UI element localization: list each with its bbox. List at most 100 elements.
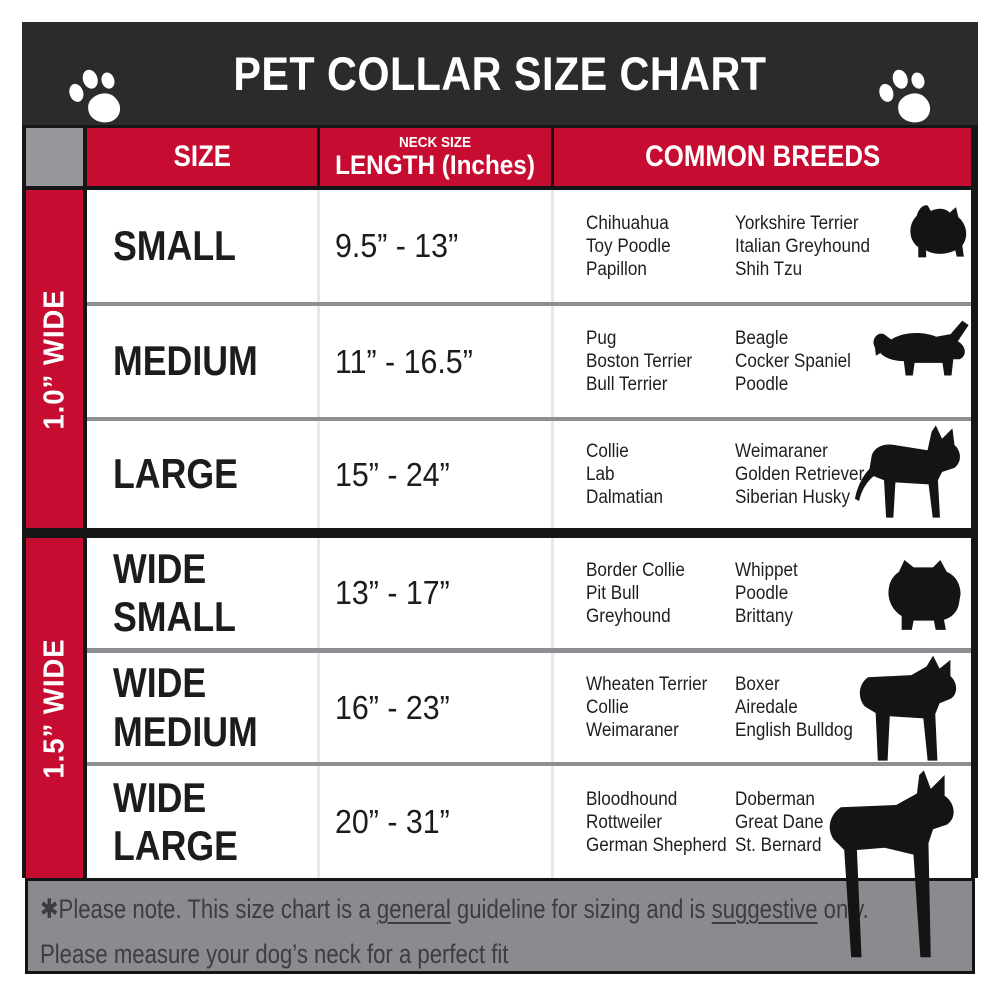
breed-name: Italian Greyhound — [735, 235, 870, 257]
breed-list: Weimaraner Golden Retriever Siberian Hus… — [735, 421, 879, 528]
row-separator — [87, 648, 971, 653]
column-divider — [317, 421, 320, 528]
neck-range: 11” - 16.5” — [335, 342, 473, 380]
column-header-size-label: SIZE — [173, 140, 231, 173]
column-divider — [551, 653, 554, 762]
breed-name: Shih Tzu — [735, 258, 803, 280]
column-header-breeds-label: COMMON BREEDS — [644, 140, 881, 173]
footer-underlined-word: general — [376, 894, 451, 924]
row-separator — [87, 417, 971, 421]
breed-name: German Shepherd — [586, 834, 727, 856]
breed-name: Pit Bull — [586, 582, 640, 604]
column-divider — [317, 766, 320, 878]
column-divider — [317, 190, 320, 302]
side-band-label: 1.0” WIDE — [38, 288, 70, 430]
corner-cell — [26, 128, 83, 186]
breed-list: Pug Boston Terrier Bull Terrier — [586, 306, 704, 417]
small-fluffy-dog-silhouette-icon — [893, 200, 975, 266]
column-divider — [551, 306, 554, 417]
breed-name: Collie — [586, 697, 629, 718]
breed-name: Wheaten Terrier — [586, 674, 708, 695]
table-row-small: SMALL 9.5” - 13” Chihuahua Toy Poodle Pa… — [87, 190, 971, 302]
neck-range: 20” - 31” — [335, 803, 450, 840]
breed-name: Boston Terrier — [586, 351, 693, 372]
side-band-1-inch-wide: 1.0” WIDE — [26, 190, 83, 528]
size-label: SMALL — [113, 221, 236, 269]
size-label: WIDE SMALL — [113, 544, 236, 640]
table-row-medium: MEDIUM 11” - 16.5” Pug Boston Terrier Bu… — [87, 306, 971, 417]
paw-print-icon — [64, 66, 126, 128]
breed-name: Boxer — [735, 674, 780, 695]
breed-list: Doberman Great Dane St. Bernard — [735, 766, 833, 878]
column-header-neck-length: NECK SIZE LENGTH (Inches) — [320, 128, 551, 186]
breed-list: Yorkshire Terrier Italian Greyhound Shih… — [735, 190, 885, 302]
breed-name: Poodle — [735, 374, 789, 395]
breed-name: Siberian Husky — [735, 487, 851, 508]
column-header-neck-size-label: NECK SIZE — [399, 134, 472, 151]
breed-list: Chihuahua Toy Poodle Papillon — [586, 190, 680, 302]
breed-name: Greyhound — [586, 605, 671, 627]
footer-note: ✱Please note. This size chart is a gener… — [25, 878, 975, 974]
column-divider — [317, 306, 320, 417]
column-divider — [317, 653, 320, 762]
breed-name: Poodle — [735, 582, 789, 604]
footer-underlined-word: suggestive — [711, 894, 818, 924]
breed-name: Pug — [586, 328, 617, 349]
column-divider — [551, 190, 554, 302]
breed-list: Border Collie Pit Bull Greyhound — [586, 538, 696, 648]
breed-list: Boxer Airedale English Bulldog — [735, 653, 866, 762]
breed-name: Airedale — [735, 697, 798, 718]
beagle-silhouette-icon — [866, 314, 974, 392]
breed-name: Chihuahua — [586, 212, 669, 234]
column-divider — [551, 538, 554, 648]
side-band-label: 1.5” WIDE — [38, 637, 70, 779]
pitbull-silhouette-icon — [846, 648, 966, 765]
breed-name: Brittany — [735, 605, 793, 627]
footer-text: guideline for sizing and is — [450, 894, 712, 924]
paw-print-icon — [874, 66, 936, 128]
breed-name: Lab — [586, 464, 615, 485]
breed-name: Papillon — [586, 258, 647, 280]
doberman-silhouette-icon — [820, 762, 970, 968]
table-row-large: LARGE 15” - 24” Collie Lab Dalmatian Wei… — [87, 421, 971, 528]
breed-name: Toy Poodle — [586, 235, 671, 257]
breed-name: Rottweiler — [586, 811, 663, 833]
breed-name: Collie — [586, 441, 629, 462]
size-label: WIDE MEDIUM — [113, 659, 258, 755]
breed-list: Whippet Poodle Brittany — [735, 538, 805, 648]
breed-list: Beagle Cocker Spaniel Poodle — [735, 306, 864, 417]
column-header-common-breeds: COMMON BREEDS — [554, 128, 971, 186]
breed-name: English Bulldog — [735, 720, 853, 741]
breed-name: Weimaraner — [735, 441, 828, 462]
table-row-wide-small: WIDE SMALL 13” - 17” Border Collie Pit B… — [87, 538, 971, 648]
bulldog-silhouette-icon — [875, 547, 967, 641]
breed-name: Yorkshire Terrier — [735, 212, 859, 234]
breed-list: Collie Lab Dalmatian — [586, 421, 672, 528]
shepherd-silhouette-icon — [855, 418, 969, 528]
column-divider — [551, 421, 554, 528]
breed-name: Doberman — [735, 788, 815, 810]
size-label: WIDE LARGE — [113, 773, 238, 869]
size-label: LARGE — [113, 450, 238, 498]
row-separator — [87, 762, 971, 766]
neck-range: 16” - 23” — [335, 688, 450, 726]
breed-list: Bloodhound Rottweiler German Shepherd — [586, 766, 742, 878]
breed-name: Beagle — [735, 328, 789, 349]
breed-name: St. Bernard — [735, 834, 822, 856]
side-band-1-5-inch-wide: 1.5” WIDE — [26, 538, 83, 878]
footer-line-2: Please measure your dog’s neck for a per… — [40, 938, 804, 971]
breed-name: Border Collie — [586, 559, 685, 581]
footer-line-1: ✱Please note. This size chart is a gener… — [40, 893, 869, 926]
breed-name: Weimaraner — [586, 720, 679, 741]
column-header-size: SIZE — [87, 128, 317, 186]
breed-name: Dalmatian — [586, 487, 663, 508]
neck-range: 13” - 17” — [335, 574, 450, 611]
table-row-wide-large: WIDE LARGE 20” - 31” Bloodhound Rottweil… — [87, 766, 971, 878]
breed-name: Cocker Spaniel — [735, 351, 851, 372]
column-divider — [317, 538, 320, 648]
column-divider — [551, 766, 554, 878]
footer-text: Please measure your dog’s neck for a per… — [40, 939, 509, 969]
footer-text: only. — [817, 894, 869, 924]
breed-list: Wheaten Terrier Collie Weimaraner — [586, 653, 721, 762]
